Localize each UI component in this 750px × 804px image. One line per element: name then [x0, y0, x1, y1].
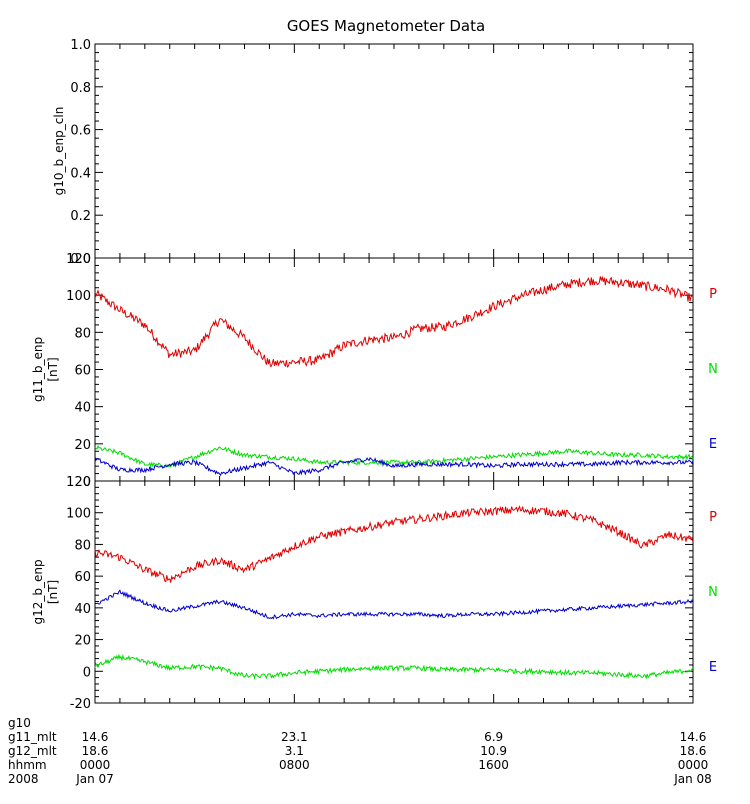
series-line-N	[94, 444, 694, 469]
y-tick-label: 0.2	[70, 209, 91, 224]
series-line-N	[94, 653, 694, 681]
y-tick-label: 0.0	[70, 252, 91, 267]
y-tick-label: 80	[74, 538, 91, 553]
y-tick-label: 0	[83, 475, 91, 490]
y-tick-label: 120	[66, 475, 91, 490]
annotation-value: 3.1	[285, 744, 304, 758]
y-tick-label: 120	[66, 252, 91, 267]
y-tick-label: -20	[70, 697, 91, 712]
y-tick-label: 0	[83, 665, 91, 680]
annotation-value: 0000	[678, 758, 709, 772]
legend-N: N	[708, 362, 718, 377]
legend-P: P	[709, 510, 717, 525]
series-line-E	[94, 589, 694, 620]
annotation-row-label: g12_mlt	[8, 744, 57, 758]
annotation-value: 10.9	[480, 744, 507, 758]
y-tick-label: 60	[74, 570, 91, 585]
series-line-E	[94, 456, 694, 477]
legend-P: P	[709, 287, 717, 302]
y-axis-unit: [nT]	[46, 580, 60, 604]
series-line-P	[94, 505, 694, 583]
annotation-row-label: g10	[8, 716, 31, 730]
annotation-value: 23.1	[281, 730, 308, 744]
y-tick-label: 80	[74, 326, 91, 341]
y-tick-label: 40	[74, 602, 91, 617]
annotation-value: 18.6	[680, 744, 707, 758]
y-tick-label: 100	[66, 507, 91, 522]
y-axis-label: g11_b_enp	[31, 337, 45, 402]
chart-title: GOES Magnetometer Data	[287, 17, 485, 35]
annotation-value: 6.9	[484, 730, 503, 744]
y-tick-label: 40	[74, 401, 91, 416]
annotation-value: 14.6	[82, 730, 109, 744]
legend-E: E	[709, 437, 717, 452]
annotation-value: 1600	[478, 758, 509, 772]
y-axis-label: g12_b_enp	[31, 559, 45, 624]
annotation-value: Jan 08	[673, 772, 712, 786]
y-axis-unit: [nT]	[46, 357, 60, 381]
series-line-P	[94, 275, 694, 368]
y-tick-label: 1.0	[70, 38, 91, 53]
annotation-value: 0000	[80, 758, 111, 772]
annotation-row-label: g11_mlt	[8, 730, 57, 744]
y-tick-label: 20	[74, 438, 91, 453]
legend-N: N	[708, 585, 718, 600]
annotation-value: Jan 07	[75, 772, 114, 786]
annotation-value: 18.6	[82, 744, 109, 758]
annotation-row-label: hhmm	[8, 758, 47, 772]
y-tick-label: 100	[66, 289, 91, 304]
legend-E: E	[709, 660, 717, 675]
panel-3: -20 0 20 40 60 80 100 120 g12_b_enp [nT] P N E	[31, 475, 718, 712]
y-tick-label: 60	[74, 364, 91, 379]
y-tick-label: 0.6	[70, 124, 91, 139]
y-tick-label: 0.8	[70, 81, 91, 96]
y-tick-label: 0.4	[70, 166, 91, 181]
y-tick-label: 20	[74, 634, 91, 649]
panel-2: 0 20 40 60 80 100 120 g11_b_enp [nT] P N E	[31, 252, 718, 490]
annotation-value: 14.6	[680, 730, 707, 744]
annotation-row-label: 2008	[8, 772, 39, 786]
annotation-value: 0800	[279, 758, 310, 772]
y-axis-label: g10_b_enp_cln	[52, 107, 66, 196]
